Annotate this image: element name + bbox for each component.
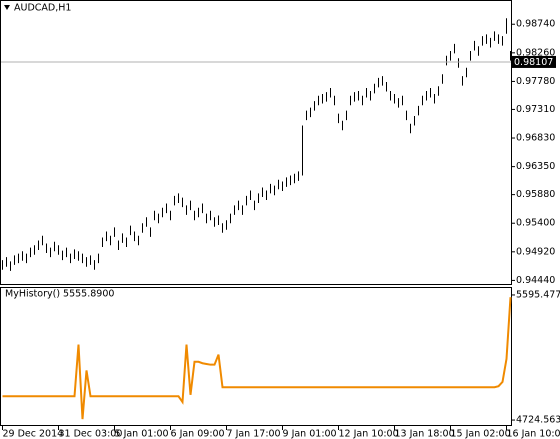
x-tick-label: 16 Jan 10:00 bbox=[507, 429, 560, 439]
current-price-label: 0.98107 bbox=[514, 57, 553, 68]
x-tick-label: 12 Jan 10:00 bbox=[339, 429, 399, 439]
x-tick-label: 29 Dec 2014 bbox=[3, 429, 64, 439]
x-tick-label: 15 Jan 02:00 bbox=[451, 429, 511, 439]
y-tick-label: 0.96830 bbox=[516, 133, 555, 144]
y-tick-label: 0.95400 bbox=[516, 218, 555, 229]
x-tick-label: 31 Dec 03:00 bbox=[59, 429, 123, 439]
y-tick-label: 0.95880 bbox=[516, 189, 555, 200]
indicator-panel bbox=[0, 287, 512, 426]
y-tick-label: 0.97310 bbox=[516, 104, 555, 115]
y-tick-label: 0.94920 bbox=[516, 246, 555, 257]
y-tick-label: 0.98740 bbox=[516, 19, 555, 30]
y-tick-label: 4724.563 bbox=[516, 415, 560, 426]
x-tick-label: 5 Jan 01:00 bbox=[115, 429, 169, 439]
x-tick-label: 7 Jan 17:00 bbox=[227, 429, 281, 439]
y-tick-label: 0.98260 bbox=[516, 47, 555, 58]
symbol-title: AUDCAD,H1 bbox=[14, 3, 71, 14]
indicator-title: MyHistory() 5555.8900 bbox=[5, 289, 114, 300]
y-tick-label: 0.97780 bbox=[516, 76, 555, 87]
menu-arrow[interactable] bbox=[4, 5, 10, 10]
indicator-line bbox=[2, 297, 512, 420]
x-tick-label: 9 Jan 01:00 bbox=[283, 429, 337, 439]
y-tick-label: 0.94440 bbox=[516, 275, 555, 286]
main-panel bbox=[0, 0, 512, 285]
current-price-box bbox=[512, 55, 556, 68]
y-tick-label: 5595.477 bbox=[516, 289, 560, 300]
y-tick-label: 0.96350 bbox=[516, 161, 555, 172]
x-tick-label: 13 Jan 18:00 bbox=[395, 429, 455, 439]
x-tick-label: 6 Jan 09:00 bbox=[171, 429, 225, 439]
